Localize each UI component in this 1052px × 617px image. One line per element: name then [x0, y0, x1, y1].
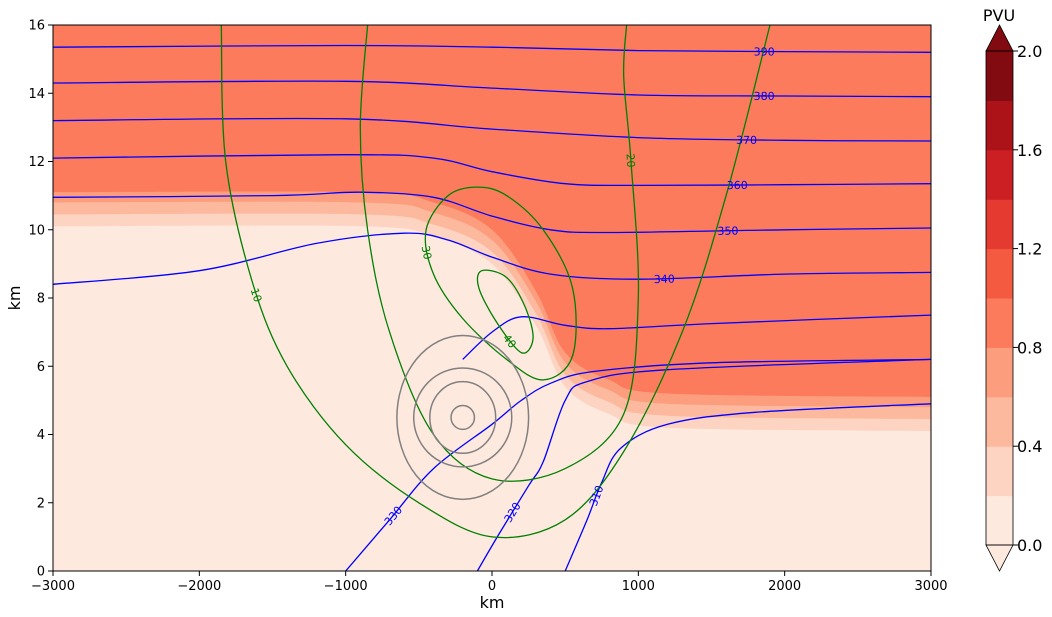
colorbar-segment — [986, 149, 1013, 200]
contour-label-30: 30 — [419, 244, 435, 260]
theta-contour-390 — [53, 44, 931, 53]
contour-label-text: 340 — [654, 273, 675, 287]
y-tick-label: 14 — [28, 87, 45, 102]
theta-contour-380 — [53, 80, 931, 98]
contour-label-350: 350 — [717, 224, 738, 237]
x-tick-label: −1000 — [324, 579, 368, 594]
theta-contour-330 — [345, 358, 931, 571]
speed-contour-40 — [476, 269, 534, 354]
contour-label-text: 390 — [754, 45, 775, 58]
gray-ring-1 — [450, 404, 476, 431]
contour-label-text: 20 — [623, 153, 637, 168]
gray-ring-contours — [396, 334, 530, 501]
wind-speed-contours — [220, 25, 771, 539]
colorbar-segment — [986, 298, 1013, 348]
x-axis: −3000 −2000 −1000 0 1000 2000 3000 — [31, 571, 948, 594]
theta-contour-310 — [564, 403, 931, 571]
colorbar-segment — [986, 248, 1013, 299]
colorbar-segment — [986, 347, 1013, 398]
y-tick-label: 6 — [37, 360, 45, 375]
x-tick-label: 0 — [488, 579, 496, 594]
x-tick-label: 3000 — [914, 579, 947, 594]
gray-ring-4 — [396, 334, 530, 501]
pv-shading — [53, 25, 931, 571]
theta-contour-360 — [53, 154, 931, 187]
colorbar: 0.0 0.4 0.8 1.2 1.6 2.0 — [985, 24, 1042, 572]
colorbar-tick-label: 0.8 — [1017, 338, 1042, 357]
contour-label-text: 350 — [717, 224, 738, 237]
colorbar-segment — [986, 199, 1013, 250]
colorbar-segment — [986, 51, 1013, 101]
theta-contour-350 — [53, 191, 931, 234]
speed-contour-10 — [220, 25, 771, 539]
speed-contour-30 — [424, 186, 577, 381]
x-axis-label: km — [480, 593, 505, 612]
colorbar-segment — [986, 446, 1013, 497]
colorbar-tick-label: 0.0 — [1017, 536, 1042, 555]
x-tick-label: 2000 — [768, 579, 801, 594]
theta-contour-340 — [53, 232, 931, 285]
colorbar-tick-label: 1.6 — [1017, 141, 1042, 160]
x-tick-label: −2000 — [177, 579, 221, 594]
theta-contour-320 — [476, 358, 931, 571]
contour-label-text: 370 — [736, 134, 757, 147]
contour-label-text: 10 — [248, 286, 265, 303]
contour-label-20: 20 — [623, 153, 637, 168]
colorbar-segment — [986, 396, 1013, 447]
colorbar-tick-label: 0.4 — [1017, 437, 1042, 456]
x-tick-label: −3000 — [31, 579, 75, 594]
x-tick-label: 1000 — [622, 579, 655, 594]
y-axis-label: km — [5, 286, 24, 311]
contour-label-340: 340 — [654, 273, 675, 287]
colorbar-extend-min — [985, 544, 1014, 572]
contour-label-text: 380 — [754, 90, 775, 103]
contour-label-380: 380 — [754, 90, 775, 103]
colorbar-extend-max — [985, 24, 1014, 52]
y-tick-label: 2 — [37, 496, 45, 511]
y-axis: 0 2 4 6 8 10 12 14 16 — [28, 19, 53, 580]
y-tick-label: 12 — [28, 155, 45, 170]
contour-label-text: 30 — [419, 244, 435, 260]
y-tick-label: 4 — [37, 428, 45, 443]
colorbar-segment — [986, 495, 1013, 546]
colorbar-segment — [986, 100, 1013, 151]
gray-ring-2 — [429, 380, 497, 455]
colorbar-tick-label: 2.0 — [1017, 42, 1042, 61]
y-tick-label: 16 — [28, 19, 45, 34]
gray-ring-3 — [412, 367, 513, 468]
contour-label-390: 390 — [754, 45, 775, 58]
theta-contour-unlabeled-6 — [462, 314, 931, 360]
y-tick-label: 10 — [28, 223, 45, 238]
contour-label-360: 360 — [727, 179, 748, 192]
colorbar-frame — [985, 50, 1014, 546]
colorbar-label: PVU — [983, 6, 1015, 25]
contour-label-text: 360 — [727, 179, 748, 192]
theta-contour-370 — [53, 117, 931, 142]
colorbar-tick-label: 1.2 — [1017, 240, 1042, 259]
theta-contours — [53, 44, 931, 571]
speed-contour-20 — [359, 25, 640, 482]
contour-label-10: 10 — [248, 286, 265, 303]
y-tick-label: 8 — [37, 292, 45, 307]
y-tick-label: 0 — [37, 565, 45, 580]
contour-label-370: 370 — [736, 134, 757, 147]
